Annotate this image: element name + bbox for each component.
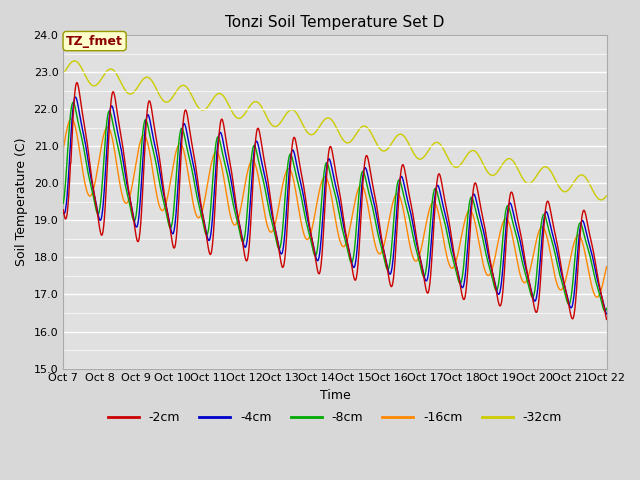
Title: Tonzi Soil Temperature Set D: Tonzi Soil Temperature Set D xyxy=(225,15,445,30)
Legend: -2cm, -4cm, -8cm, -16cm, -32cm: -2cm, -4cm, -8cm, -16cm, -32cm xyxy=(102,406,567,429)
X-axis label: Time: Time xyxy=(319,389,350,402)
Y-axis label: Soil Temperature (C): Soil Temperature (C) xyxy=(15,138,28,266)
Text: TZ_fmet: TZ_fmet xyxy=(66,35,123,48)
